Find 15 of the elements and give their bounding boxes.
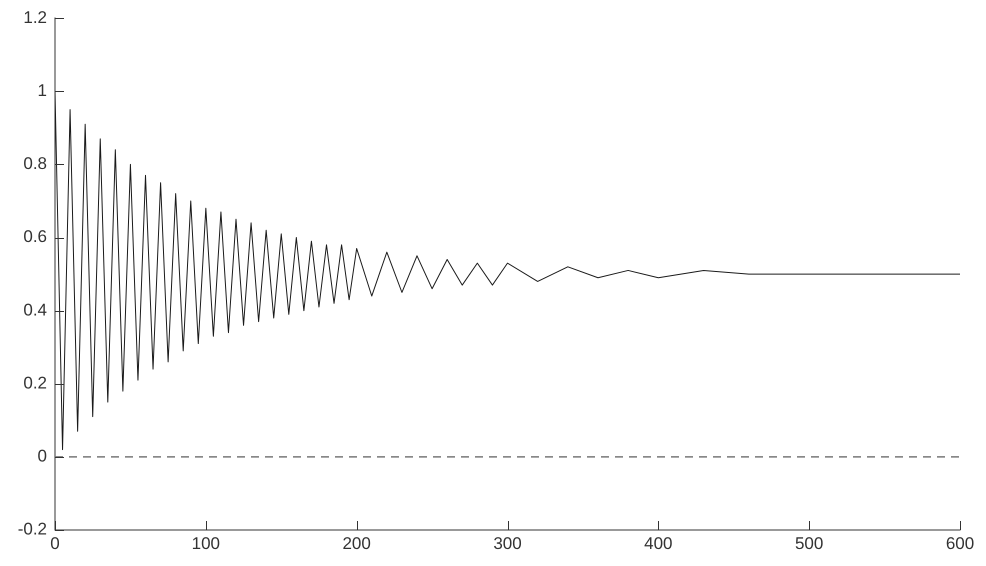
y-tick-label: 0.2 <box>23 373 47 392</box>
y-tick-label: -0.2 <box>18 520 47 539</box>
x-tick-label: 400 <box>644 534 673 553</box>
x-tick-label: 600 <box>946 534 974 553</box>
x-tick-label: 100 <box>192 534 220 553</box>
y-tick-label: 0.6 <box>23 227 47 246</box>
y-tick-label: 0.4 <box>23 300 47 320</box>
x-tick-label: 200 <box>342 534 371 553</box>
x-tick-label: 500 <box>794 534 824 553</box>
x-tick-label: 0 <box>50 534 60 553</box>
y-tick-label: 0 <box>38 446 47 466</box>
y-tick-label: 1.2 <box>23 8 47 27</box>
y-tick-label: 0.8 <box>23 154 47 174</box>
x-tick-label: 300 <box>493 534 522 553</box>
y-tick-label: 1 <box>38 81 47 100</box>
